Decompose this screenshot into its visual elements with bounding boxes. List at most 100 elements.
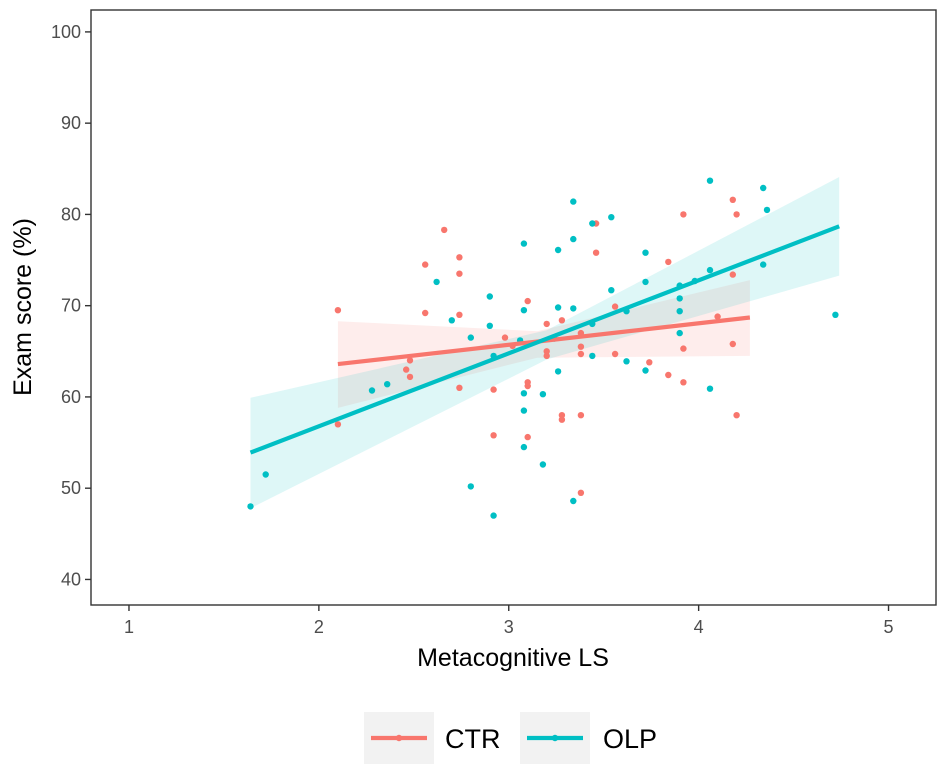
x-tick-label: 4 xyxy=(694,617,704,637)
ctr-point xyxy=(524,297,531,305)
olp-point xyxy=(554,368,562,375)
olp-point xyxy=(539,391,547,398)
ctr-point xyxy=(577,350,585,358)
olp-point xyxy=(608,214,615,221)
olp-point xyxy=(570,198,577,205)
ctr-point xyxy=(456,254,463,261)
olp-point xyxy=(486,322,493,329)
olp-point xyxy=(676,295,683,302)
ctr-point xyxy=(490,386,497,393)
olp-point xyxy=(706,177,714,184)
ctr-point xyxy=(577,412,585,419)
ctr-legend-point xyxy=(395,734,403,742)
x-tick-label: 2 xyxy=(314,617,324,637)
olp-point xyxy=(763,206,771,214)
ctr-point xyxy=(334,307,342,314)
olp-point xyxy=(554,246,562,254)
x-axis-title: Metacognitive LS xyxy=(417,644,609,672)
olp-point xyxy=(706,266,714,274)
y-tick-label: 40 xyxy=(61,569,81,589)
plot-panel-border xyxy=(90,9,937,606)
olp-point xyxy=(520,443,528,451)
ctr-point xyxy=(577,343,585,350)
olp-point xyxy=(262,471,269,478)
ctr-point xyxy=(733,211,740,218)
ctr-point xyxy=(543,348,550,355)
ctr-point xyxy=(524,433,531,441)
data-points xyxy=(247,177,839,519)
olp-point xyxy=(570,305,577,312)
y-tick-label: 100 xyxy=(51,22,81,42)
ctr-point xyxy=(456,384,463,391)
olp-point xyxy=(706,385,714,392)
olp-point xyxy=(247,503,254,510)
ctr-point xyxy=(403,366,410,373)
ctr-point xyxy=(456,270,463,277)
olp-point xyxy=(433,278,440,286)
olp-point xyxy=(554,304,562,311)
ctr-point xyxy=(729,271,736,278)
olp-point xyxy=(642,249,649,256)
ctr-point xyxy=(592,249,600,256)
olp-point xyxy=(384,381,391,388)
olp-point xyxy=(520,240,528,247)
olp-point xyxy=(520,407,528,414)
ctr-point xyxy=(422,309,429,317)
ctr-point xyxy=(611,303,619,310)
ctr-point xyxy=(729,340,736,348)
ctr-point xyxy=(543,352,550,360)
ctr-confidence-band xyxy=(337,280,750,408)
ctr-point xyxy=(714,313,721,320)
ctr-point xyxy=(729,196,736,203)
ctr-point xyxy=(680,211,687,218)
olp-point xyxy=(676,329,683,337)
olp-point xyxy=(486,293,493,300)
y-tick-label: 80 xyxy=(61,204,81,224)
olp-point xyxy=(623,358,630,365)
olp-point xyxy=(520,307,528,314)
olp-legend-label: OLP xyxy=(603,724,657,754)
ctr-point xyxy=(456,311,463,318)
ctr-point xyxy=(665,258,672,266)
olp-point xyxy=(589,352,596,360)
ctr-point xyxy=(422,261,429,268)
ctr-point xyxy=(334,421,342,428)
olp-point xyxy=(760,184,767,192)
y-axis: 40 50 60 70 80 90 100 xyxy=(51,22,91,589)
olp-legend-point xyxy=(551,734,559,742)
ctr-point xyxy=(441,226,448,234)
legend: CTR OLP xyxy=(364,712,657,764)
x-axis: 1 2 3 4 5 xyxy=(124,605,894,637)
ctr-point xyxy=(501,334,509,341)
ctr-point xyxy=(558,416,566,423)
olp-point xyxy=(608,287,615,294)
olp-point xyxy=(448,317,455,324)
ctr-point xyxy=(611,350,619,358)
ctr-point xyxy=(406,357,414,364)
olp-point xyxy=(832,311,839,318)
olp-point xyxy=(760,261,767,268)
x-tick-label: 5 xyxy=(884,617,894,637)
ctr-point xyxy=(490,432,497,439)
olp-point xyxy=(539,461,547,468)
ctr-point xyxy=(558,317,566,324)
ctr-legend-label: CTR xyxy=(445,724,501,754)
ctr-point xyxy=(680,379,687,386)
olp-point xyxy=(589,220,596,227)
y-axis-title: Exam score (%) xyxy=(9,218,37,396)
ctr-point xyxy=(680,345,687,352)
olp-point xyxy=(642,278,649,286)
olp-point xyxy=(570,235,577,243)
y-tick-label: 50 xyxy=(61,478,81,498)
y-tick-label: 60 xyxy=(61,387,81,407)
x-tick-label: 1 xyxy=(124,617,134,637)
olp-point xyxy=(467,483,474,490)
olp-point xyxy=(520,390,528,397)
olp-point xyxy=(368,387,376,394)
olp-point xyxy=(676,308,683,315)
y-tick-label: 70 xyxy=(61,296,81,316)
x-tick-label: 3 xyxy=(504,617,514,637)
